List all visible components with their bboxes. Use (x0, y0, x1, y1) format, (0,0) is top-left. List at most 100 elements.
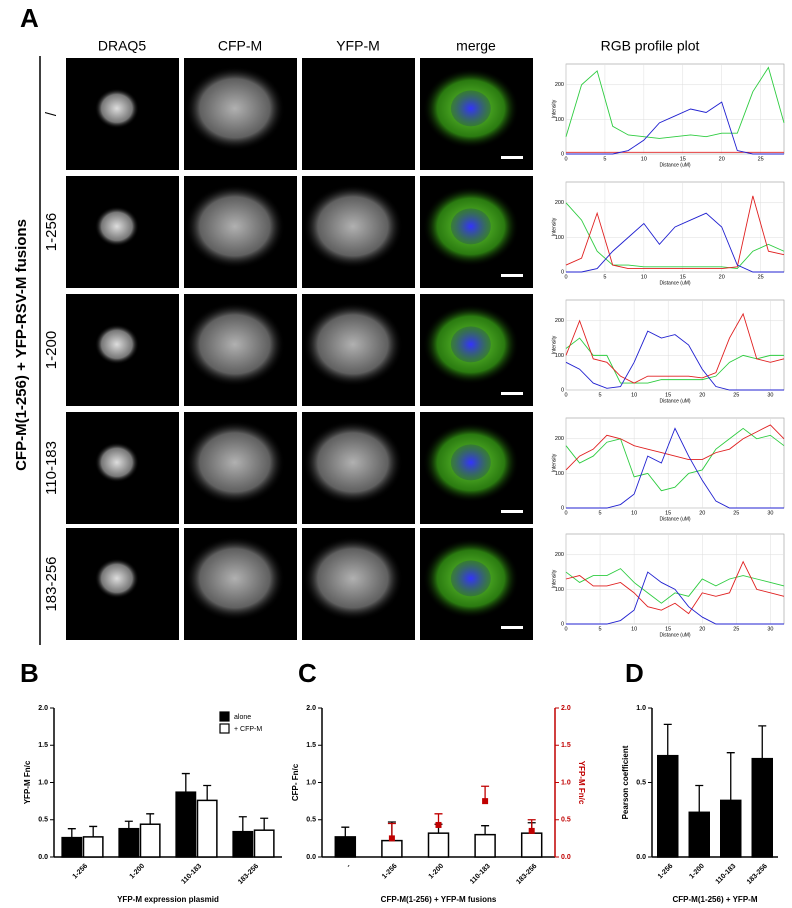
x-tick-label: 20 (699, 392, 705, 398)
profile-line (565, 66, 785, 139)
bar (474, 833, 496, 858)
error-bar (260, 817, 269, 831)
row-label: 1-256 (43, 213, 60, 251)
profile-line (565, 337, 784, 384)
profile-line (565, 202, 785, 270)
x-tick-label: 0 (564, 156, 567, 162)
x-tick-label: 10 (631, 626, 637, 632)
x-tick-label: 20 (699, 626, 705, 632)
y2-axis-label: YFP-M Fn/c (577, 761, 586, 805)
y-axis-label: Intensity (551, 99, 557, 118)
y-tick-label: 200 (555, 318, 564, 324)
column-header: merge (456, 38, 496, 54)
x-tick-label: 183-256 (746, 863, 769, 886)
y-tick-label: 0 (561, 269, 564, 275)
panel-label: D (625, 658, 644, 688)
x-tick-label: 5 (599, 626, 602, 632)
plot-frame (565, 63, 785, 155)
nucleus (94, 206, 139, 247)
y-axis-label: Intensity (551, 217, 557, 236)
row-label: 183-256 (43, 556, 60, 611)
y-tick-label: 0.5 (38, 817, 48, 824)
y-axis-label: Intensity (551, 569, 557, 588)
column-header: DRAQ5 (98, 38, 146, 54)
x-tick-label: 1-200 (129, 863, 147, 881)
error-bar (203, 784, 212, 801)
bar (139, 823, 161, 858)
column-header: RGB profile plot (601, 38, 700, 54)
nucleus (450, 208, 491, 245)
y-tick-label: 1.0 (306, 779, 316, 786)
error-bar (663, 723, 672, 756)
y-tick-label: 200 (555, 436, 564, 442)
y-tick-label: 100 (555, 235, 564, 241)
x-tick-label: 183-256 (515, 863, 538, 886)
cell (302, 302, 403, 387)
y-tick-label: 100 (555, 587, 564, 593)
x-tick-label: 15 (680, 156, 686, 162)
cell (302, 184, 403, 269)
x-tick-label: 20 (719, 274, 725, 280)
column-header: CFP-M (218, 38, 262, 54)
error-bar (181, 772, 190, 793)
error-bar (146, 813, 155, 825)
profile-line (565, 568, 785, 604)
bar (334, 836, 357, 858)
x-tick-label: 10 (631, 392, 637, 398)
error-bar (67, 828, 76, 838)
bar (381, 839, 403, 858)
profile-line (565, 312, 785, 384)
y-tick-label: 0 (561, 621, 564, 627)
profile-line (565, 424, 785, 471)
x-tick-label: 25 (758, 274, 764, 280)
error-bar (527, 819, 536, 831)
y-tick-label: 1.0 (636, 705, 646, 712)
scale-bar (501, 156, 523, 159)
x-tick-label: 1-256 (381, 863, 399, 881)
x-tick-label: 15 (665, 392, 671, 398)
cell (184, 420, 285, 505)
bar (118, 827, 140, 858)
x-tick-label: 25 (733, 392, 739, 398)
profile-line (566, 427, 784, 509)
x-tick-label: 0 (564, 274, 567, 280)
x-tick-label: 1-256 (657, 863, 675, 881)
panel-label: C (298, 658, 317, 688)
x-tick-label: 20 (699, 510, 705, 516)
y2-tick-label: 2.0 (561, 705, 571, 712)
x-tick-label: 1-200 (688, 863, 706, 881)
nucleus (94, 88, 139, 129)
x-tick-label: 5 (599, 392, 602, 398)
x-tick-label: 1-256 (72, 863, 90, 881)
x-axis-label: CFP-M(1-256) + YFP-M fusions (381, 895, 497, 904)
x-tick-label: 110-183 (469, 863, 492, 886)
x-tick-label: 30 (767, 392, 773, 398)
error-bar (238, 816, 247, 832)
y-tick-label: 1.5 (38, 742, 48, 749)
x-tick-label: 30 (767, 626, 773, 632)
profile-line (566, 212, 784, 273)
plot-frame (565, 417, 785, 509)
cell (184, 536, 285, 621)
x-tick-label: 0 (564, 510, 567, 516)
nucleus (450, 326, 491, 363)
x-axis-label: Distance (uM) (659, 280, 690, 286)
bar (520, 832, 543, 858)
bar (657, 754, 679, 858)
profile-line (565, 427, 785, 492)
profile-line (566, 101, 784, 155)
x-tick-label: 5 (603, 156, 606, 162)
x-axis-label: Distance (uM) (659, 398, 690, 404)
y-tick-label: 200 (555, 552, 564, 558)
error-bar (726, 752, 735, 801)
error-bar (481, 785, 490, 802)
side-label: CFP-M(1-256) + YFP-RSV-M fusions (13, 219, 30, 471)
bar (688, 811, 710, 858)
x-tick-label: 110-183 (715, 863, 738, 886)
x-tick-label: 0 (564, 392, 567, 398)
error-bar (341, 826, 350, 837)
y-tick-label: 100 (555, 117, 564, 123)
y-axis-label: CFP- Fn/c (291, 763, 300, 801)
error-bar (387, 822, 396, 839)
